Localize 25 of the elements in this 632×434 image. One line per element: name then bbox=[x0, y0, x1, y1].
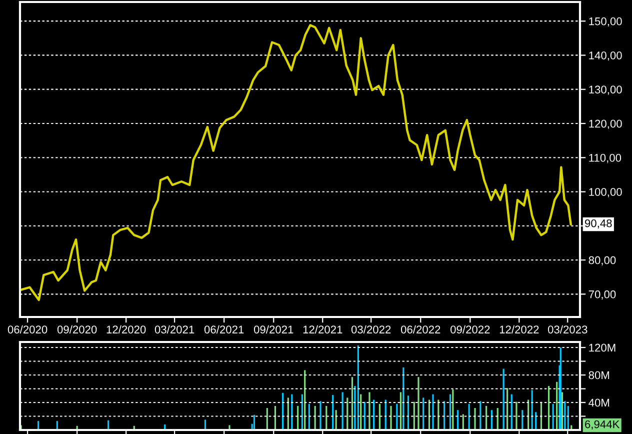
y-tick-label: 80M bbox=[588, 371, 610, 380]
x-tick-label: 06/2022 bbox=[400, 325, 440, 334]
x-tick-label: 12/2021 bbox=[303, 325, 342, 334]
x-tick-label: 03/2021 bbox=[154, 325, 194, 334]
annotation: 6,944K bbox=[585, 420, 620, 430]
x-tick-label: 06/2020 bbox=[8, 325, 48, 334]
x-tick-label: 09/2021 bbox=[254, 325, 294, 334]
y-tick-label: 40M bbox=[588, 398, 610, 407]
y-tick-label: 150,00 bbox=[589, 17, 622, 27]
y-tick-label: 100,00 bbox=[589, 188, 622, 198]
annotation: 90,48 bbox=[585, 219, 612, 229]
y-tick-label: 80,00 bbox=[588, 256, 616, 266]
x-tick-label: 09/2022 bbox=[450, 325, 490, 334]
x-tick-label: 12/2022 bbox=[500, 325, 539, 334]
y-tick-label: 70,00 bbox=[588, 290, 616, 300]
x-tick-label: 03/2022 bbox=[351, 325, 391, 334]
y-tick-label: 110,00 bbox=[589, 154, 622, 164]
x-tick-label: 12/2020 bbox=[106, 325, 146, 334]
x-tick-label: 09/2020 bbox=[57, 325, 97, 334]
y-tick-label: 140,00 bbox=[589, 52, 622, 61]
y-tick-label: 120M bbox=[589, 344, 616, 352]
x-tick-label: 03/2023 bbox=[548, 325, 588, 334]
y-tick-label: 130,00 bbox=[589, 86, 622, 95]
x-tick-label: 06/2021 bbox=[204, 325, 244, 334]
y-tick-label: 120,00 bbox=[589, 120, 622, 129]
